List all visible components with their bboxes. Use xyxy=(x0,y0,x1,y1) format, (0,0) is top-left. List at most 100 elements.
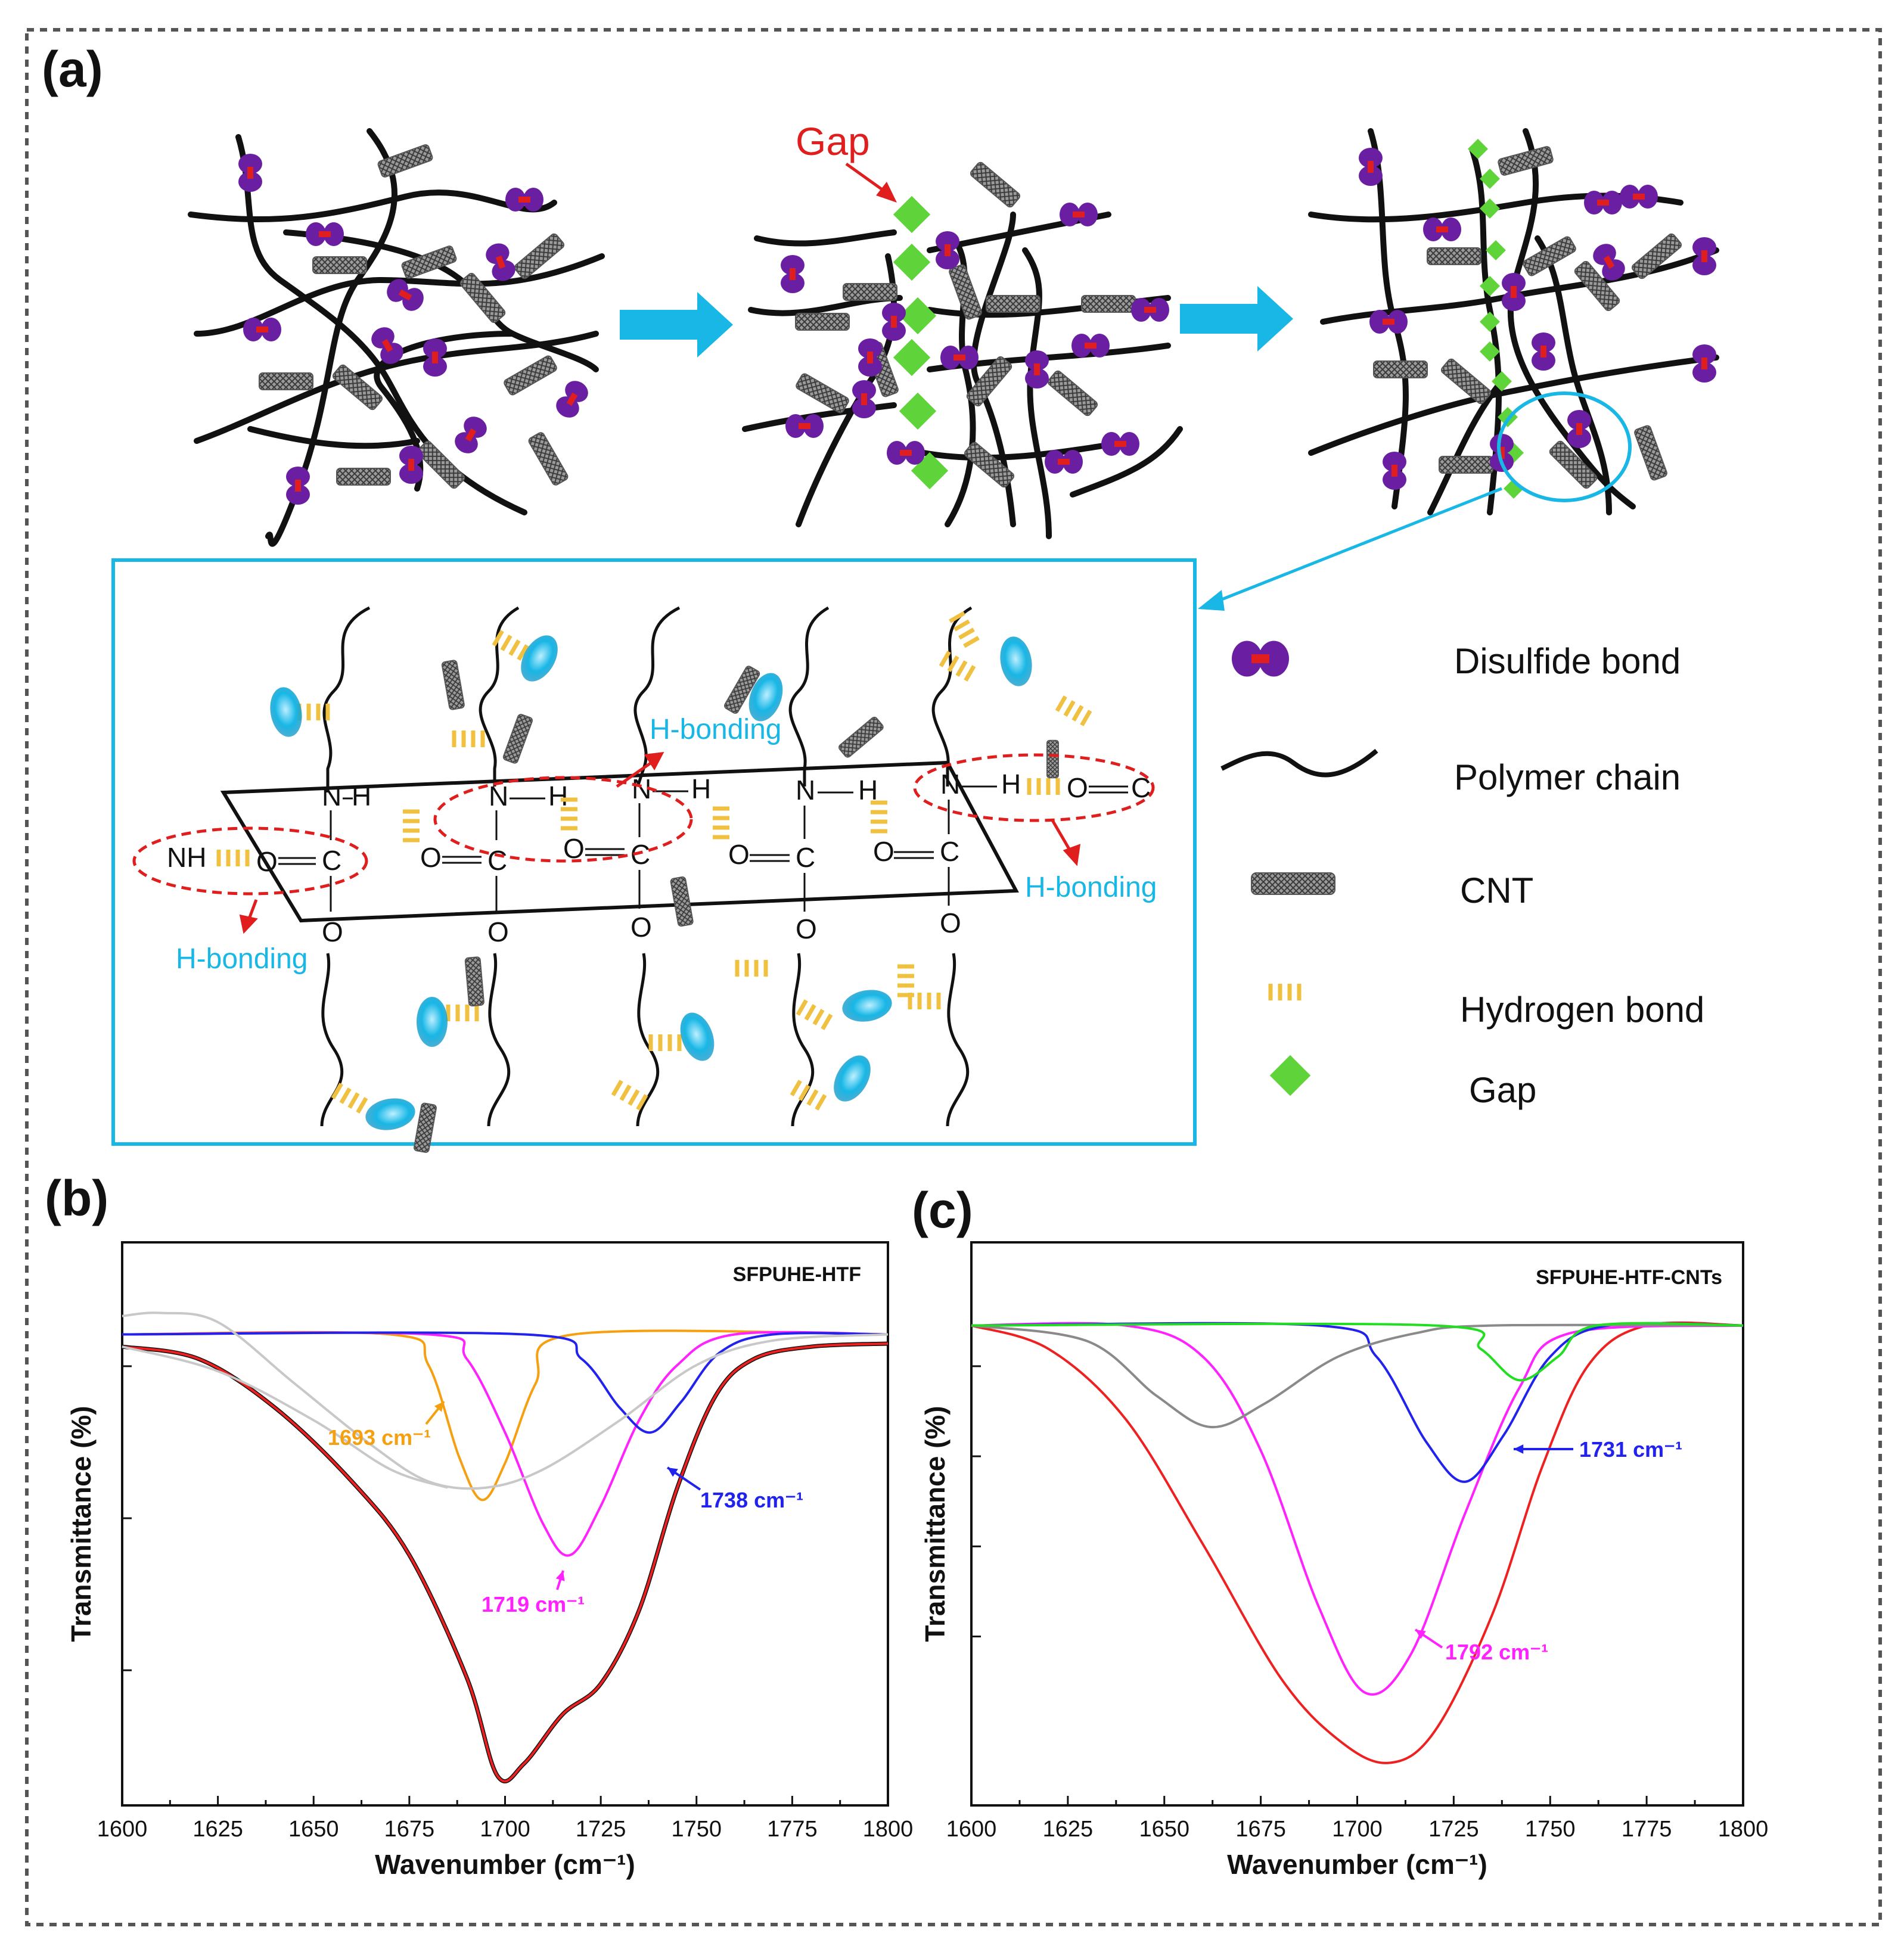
svg-text:C: C xyxy=(940,836,959,867)
series-line xyxy=(971,1323,1744,1429)
legend: Disulfide bond Polymer chain CNT Hydroge… xyxy=(1220,641,1704,1110)
x-tick-label: 1800 xyxy=(863,1817,914,1842)
series-line xyxy=(122,1341,889,1784)
chart-c: 1600 1625 1650 1675 1700 1725 1750 1775 1800 Wave… xyxy=(920,1241,1769,1880)
panel-label-b: (b) xyxy=(45,1170,108,1226)
svg-text:O: O xyxy=(256,846,278,877)
nh-left: NH xyxy=(167,842,206,873)
svg-text:O: O xyxy=(563,833,585,864)
plot-frame xyxy=(121,1241,889,1807)
x-tick-label: 1600 xyxy=(97,1817,148,1842)
zoom-circle xyxy=(1497,391,1632,502)
svg-text:H: H xyxy=(691,773,711,804)
h-bond-plane xyxy=(220,760,1019,923)
urethane-1: N H C O O xyxy=(256,781,371,947)
x-tick-label: 1600 xyxy=(946,1817,997,1842)
x-tick-label: 1750 xyxy=(1525,1817,1576,1842)
svg-text:O: O xyxy=(1067,772,1088,803)
legend-polymer-sample xyxy=(1220,748,1378,778)
svg-text:O: O xyxy=(873,836,894,867)
annotation-arrowhead xyxy=(1514,1444,1524,1454)
x-tick-label: 1725 xyxy=(576,1817,626,1842)
legend-polymer: Polymer chain xyxy=(1454,757,1681,797)
peak-annotation: 1719 cm⁻¹ xyxy=(482,1592,585,1617)
process-arrow-2 xyxy=(1180,286,1293,352)
x-tick-label: 1725 xyxy=(1428,1817,1479,1842)
y-axis-label: Transmittance (%) xyxy=(920,1406,951,1642)
svg-text:O: O xyxy=(796,913,817,944)
svg-text:C: C xyxy=(796,842,815,873)
svg-text:O: O xyxy=(728,839,750,870)
hbond-label-left: H-bonding xyxy=(176,943,308,975)
svg-text:H: H xyxy=(352,781,371,812)
series-line xyxy=(971,1322,1744,1696)
urethane-4: N H C O O xyxy=(728,775,878,944)
hbond-arrows xyxy=(239,751,1081,934)
svg-text:H: H xyxy=(548,781,568,812)
x-tick-label: 1675 xyxy=(1235,1817,1286,1842)
gap-label: Gap xyxy=(796,119,870,163)
legend-cnt: CNT xyxy=(1460,871,1533,910)
peak-annotation: 1693 cm⁻¹ xyxy=(328,1425,431,1450)
legend-cnt-sample xyxy=(1251,872,1335,895)
x-tick-label: 1775 xyxy=(767,1817,818,1842)
x-axis-label: Wavenumber (cm⁻¹) xyxy=(375,1849,635,1880)
svg-text:O: O xyxy=(420,842,442,873)
chart-title: SFPUHE-HTF xyxy=(733,1263,861,1286)
x-axis-label: Wavenumber (cm⁻¹) xyxy=(1227,1849,1487,1880)
svg-text:N: N xyxy=(322,781,341,812)
x-tick-label: 1625 xyxy=(192,1817,243,1842)
series-line xyxy=(122,1331,889,1434)
series-line xyxy=(122,1345,448,1489)
x-tick-label: 1750 xyxy=(671,1817,722,1842)
urethane-2: N H C O O xyxy=(420,781,568,947)
zoom-box xyxy=(111,558,1197,1146)
zoom-chains xyxy=(320,606,973,1127)
urethane-5: N H C O O O C xyxy=(873,769,1151,938)
panel-label-c: (c) xyxy=(912,1182,973,1238)
annotation-arrowhead xyxy=(667,1468,678,1477)
y-axis-label: Transmittance (%) xyxy=(66,1406,97,1642)
x-tick-label: 1650 xyxy=(288,1817,339,1842)
series-line xyxy=(971,1322,1744,1382)
svg-text:N: N xyxy=(796,775,815,806)
zoom-arrow xyxy=(1198,487,1502,611)
process-arrow-1 xyxy=(620,292,733,358)
svg-text:O: O xyxy=(487,916,509,947)
hbond-label-top: H-bonding xyxy=(650,714,781,745)
legend-gap: Gap xyxy=(1469,1070,1536,1110)
chart-b: 1600 1625 1650 1675 1700 1725 1750 1775 1800 Wave… xyxy=(66,1241,914,1880)
series-line xyxy=(122,1342,889,1783)
svg-text:N: N xyxy=(489,781,508,812)
urethane-3: N H C O O xyxy=(563,773,711,943)
zoom-blobs xyxy=(266,629,1036,1134)
legend-disulfide: Disulfide bond xyxy=(1454,641,1681,681)
figure-frame xyxy=(25,28,1882,1926)
x-tick-label: 1700 xyxy=(480,1817,530,1842)
series-line xyxy=(971,1321,1744,1764)
peak-annotation: 1792 cm⁻¹ xyxy=(1445,1640,1548,1664)
peak-annotation: 1738 cm⁻¹ xyxy=(700,1488,803,1512)
series-line xyxy=(122,1311,889,1490)
panel-label-a: (a) xyxy=(42,41,103,97)
x-tick-label: 1775 xyxy=(1622,1817,1672,1842)
svg-text:O: O xyxy=(322,916,343,947)
hbond-label-right: H-bonding xyxy=(1025,872,1157,903)
series-line xyxy=(122,1329,889,1502)
svg-text:O: O xyxy=(630,912,652,943)
series-line xyxy=(122,1331,889,1557)
svg-text:C: C xyxy=(487,845,507,876)
svg-text:C: C xyxy=(322,845,341,876)
legend-hydrogen: Hydrogen bond xyxy=(1460,990,1704,1030)
svg-text:O: O xyxy=(940,907,961,938)
x-tick-label: 1625 xyxy=(1043,1817,1094,1842)
svg-text:N: N xyxy=(940,769,960,800)
svg-text:H: H xyxy=(858,775,878,806)
annotation-arrowhead xyxy=(555,1571,565,1581)
x-tick-label: 1800 xyxy=(1718,1817,1769,1842)
chem-groups: N H C O O N H C O O N H xyxy=(167,769,1151,947)
gap-arrow xyxy=(845,162,897,203)
chart-title: SFPUHE-HTF-CNTs xyxy=(1536,1266,1722,1289)
x-tick-label: 1700 xyxy=(1332,1817,1383,1842)
